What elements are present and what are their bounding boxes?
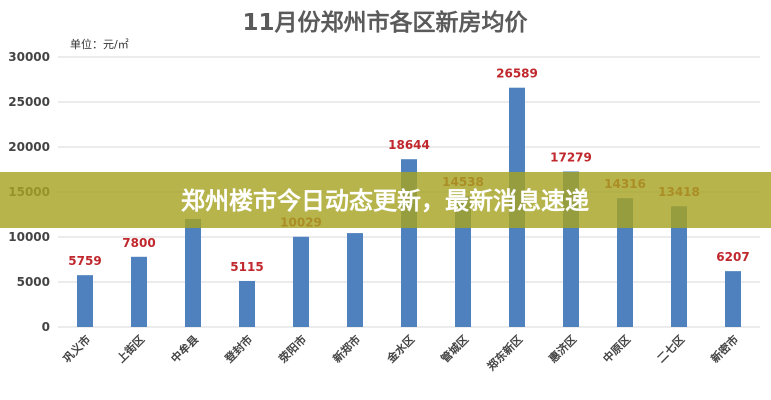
y-tick-label: 0 xyxy=(42,320,50,334)
bar xyxy=(239,280,255,327)
banner-headline: 郑州楼市今日动态更新，最新消息速递 xyxy=(181,187,589,215)
data-label: 5115 xyxy=(230,260,263,274)
x-tick-label: 金水区 xyxy=(383,332,417,366)
x-tick-label: 二七区 xyxy=(654,332,687,365)
x-tick-label: 管城区 xyxy=(438,332,471,365)
data-label: 5759 xyxy=(68,254,101,268)
bar xyxy=(671,206,687,327)
bar xyxy=(131,256,147,327)
data-label: 17279 xyxy=(550,150,592,164)
x-axis-ticks: 巩义市 上街区 中牟县 登封市 荥阳市 新郑市 金水区 管城区 郑东新区 惠济区 中原区 二七区 新密市 xyxy=(60,332,741,373)
bar xyxy=(455,196,471,327)
x-tick-label: 新密市 xyxy=(708,332,741,365)
y-tick-label: 10000 xyxy=(8,230,50,244)
bar xyxy=(77,275,93,327)
x-tick-label: 中原区 xyxy=(600,332,633,365)
y-tick-label: 20000 xyxy=(8,140,50,154)
y-tick-label: 25000 xyxy=(8,95,50,109)
bar xyxy=(185,219,201,327)
bar xyxy=(347,233,363,327)
x-tick-label: 荥阳市 xyxy=(276,332,309,365)
unit-label: 单位：元/㎡ xyxy=(70,37,129,51)
data-label: 7800 xyxy=(122,236,155,250)
banner-background xyxy=(0,172,771,228)
bar xyxy=(617,198,633,327)
data-label: 26589 xyxy=(496,67,538,81)
y-tick-label: 5000 xyxy=(17,275,50,289)
chart-title: 11月份郑州市各区新房均价 xyxy=(242,9,528,36)
x-tick-label: 新郑市 xyxy=(330,332,363,365)
bar xyxy=(293,236,309,327)
x-tick-label: 上街区 xyxy=(114,332,147,365)
bars xyxy=(77,87,741,327)
headline-banner: 郑州楼市今日动态更新，最新消息速递 xyxy=(0,172,771,228)
data-label: 18644 xyxy=(388,138,430,152)
x-tick-label: 中牟县 xyxy=(168,332,201,365)
x-tick-label: 巩义市 xyxy=(60,332,93,365)
x-tick-label: 郑东新区 xyxy=(484,332,525,373)
bar xyxy=(725,271,741,327)
data-label: 6207 xyxy=(716,250,749,264)
x-tick-label: 登封市 xyxy=(221,332,255,366)
y-tick-label: 30000 xyxy=(8,50,50,64)
x-tick-label: 惠济区 xyxy=(546,332,579,365)
